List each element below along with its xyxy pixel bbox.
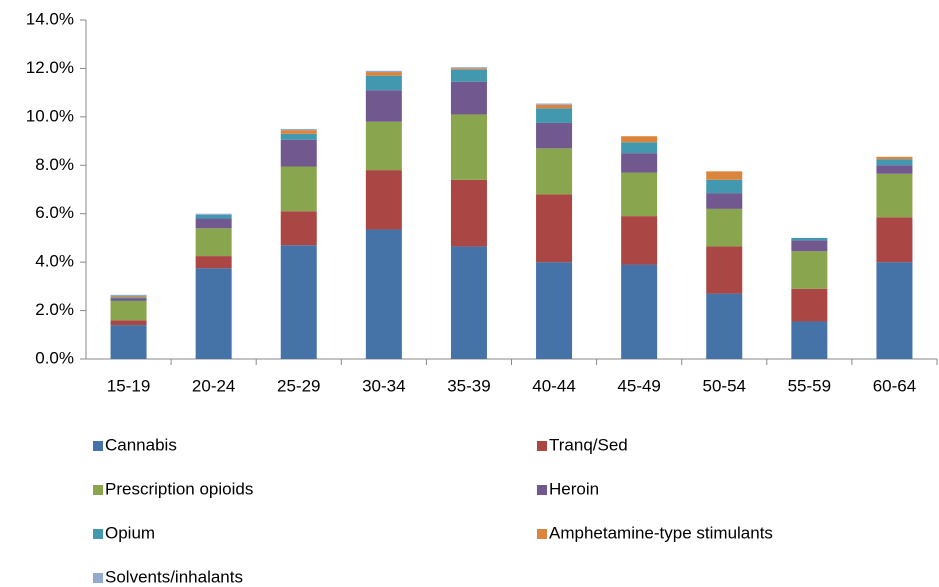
- bar-segment: [195, 213, 232, 215]
- bar-segment: [621, 264, 658, 359]
- legend-swatch: [537, 441, 547, 451]
- legend-label: Amphetamine-type stimulants: [549, 523, 773, 542]
- legend-swatch: [537, 485, 547, 495]
- y-tick-label: 12.0%: [26, 58, 74, 77]
- bar-segment: [110, 298, 147, 301]
- bar-segment: [365, 72, 402, 76]
- y-tick-label: 4.0%: [35, 252, 74, 271]
- bar-segment: [110, 320, 147, 326]
- y-tick-label: 8.0%: [35, 155, 74, 174]
- bar-segment: [876, 159, 913, 166]
- bar-segment: [365, 121, 402, 171]
- bar-segment: [536, 104, 573, 109]
- bar-segment: [876, 217, 913, 263]
- x-tick-label: 45-49: [617, 376, 660, 395]
- bar-segment: [110, 325, 147, 359]
- bar-segment: [536, 122, 573, 149]
- bar-segment: [621, 142, 658, 154]
- bar-segment: [706, 293, 743, 359]
- bar-segment: [365, 90, 402, 122]
- bar-segment: [365, 229, 402, 359]
- legend-swatch: [93, 485, 103, 495]
- y-tick-label: 2.0%: [35, 300, 74, 319]
- bar-segment: [110, 300, 147, 321]
- legend-swatch: [93, 529, 103, 539]
- bar-segment: [876, 173, 913, 218]
- bar-segment: [280, 245, 317, 359]
- legend-label: Prescription opioids: [105, 479, 253, 498]
- bar-segment: [195, 218, 232, 229]
- bar-segment: [791, 240, 828, 252]
- bar-segment: [280, 133, 317, 140]
- bar-segment: [706, 246, 743, 294]
- x-tick-label: 20-24: [192, 376, 235, 395]
- bar-segment: [706, 171, 743, 180]
- x-tick-label: 30-34: [362, 376, 405, 395]
- bar-segment: [365, 70, 402, 73]
- legend-swatch: [537, 529, 547, 539]
- legend-label: Opium: [105, 523, 155, 542]
- x-tick-label: 40-44: [532, 376, 575, 395]
- bar-segment: [791, 288, 828, 322]
- legend-label: Solvents/inhalants: [105, 567, 243, 586]
- x-tick-label: 60-64: [873, 376, 916, 395]
- bar-segment: [195, 214, 232, 219]
- bar-segment: [876, 262, 913, 359]
- bar-segment: [621, 136, 658, 143]
- bar-segment: [450, 179, 487, 247]
- bar-segment: [621, 153, 658, 173]
- legend-label: Heroin: [549, 479, 599, 498]
- legend-swatch: [93, 441, 103, 451]
- bar-segment: [280, 139, 317, 167]
- legend-label: Tranq/Sed: [549, 435, 628, 454]
- bar-segment: [450, 68, 487, 70]
- bar-segment: [706, 179, 743, 194]
- y-tick-label: 6.0%: [35, 203, 74, 222]
- bar-segment: [536, 148, 573, 195]
- bar-segment: [280, 130, 317, 134]
- bar-segment: [621, 216, 658, 265]
- bar-segment: [195, 268, 232, 359]
- bar-segment: [536, 262, 573, 359]
- x-tick-label: 15-19: [107, 376, 150, 395]
- bar-segment: [110, 294, 147, 297]
- bar-segment: [365, 75, 402, 91]
- bar-segment: [365, 170, 402, 230]
- bar-segment: [791, 321, 828, 359]
- bar-segment: [450, 67, 487, 69]
- bar-segment: [110, 297, 147, 299]
- x-tick-label: 55-59: [788, 376, 831, 395]
- x-tick-label: 35-39: [447, 376, 490, 395]
- bar-segment: [536, 108, 573, 123]
- bar-segment: [791, 237, 828, 241]
- bar-segment: [280, 128, 317, 131]
- bar-segment: [536, 103, 573, 105]
- bar-segment: [706, 193, 743, 209]
- y-tick-label: 0.0%: [35, 348, 74, 367]
- y-tick-label: 14.0%: [26, 9, 74, 28]
- bar-segment: [876, 156, 913, 160]
- bar-segment: [195, 228, 232, 257]
- bar-segment: [450, 69, 487, 82]
- bar-segment: [706, 208, 743, 247]
- bar-segment: [280, 166, 317, 212]
- bar-segment: [450, 246, 487, 359]
- bar-segment: [876, 165, 913, 174]
- bar-segment: [195, 256, 232, 269]
- x-tick-label: 25-29: [277, 376, 320, 395]
- bar-segment: [621, 172, 658, 217]
- bar-segment: [450, 81, 487, 115]
- legend-label: Cannabis: [105, 435, 177, 454]
- legend-swatch: [93, 573, 103, 583]
- bar-segment: [450, 114, 487, 180]
- bar-segment: [791, 251, 828, 289]
- bar-segment: [280, 211, 317, 246]
- bar-segment: [110, 296, 147, 298]
- y-tick-label: 10.0%: [26, 106, 74, 125]
- x-tick-label: 50-54: [703, 376, 746, 395]
- bar-segment: [536, 194, 573, 263]
